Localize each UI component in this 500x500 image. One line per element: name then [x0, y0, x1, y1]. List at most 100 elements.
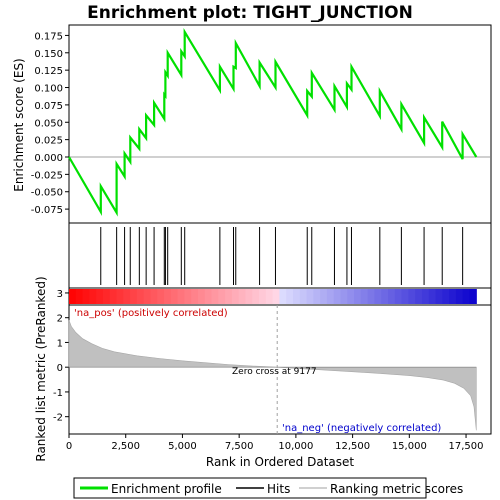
colorbar-segment — [354, 289, 362, 304]
x-tick-label: 2,500 — [111, 441, 140, 452]
colorbar-segment — [143, 289, 152, 304]
x-tick-label: 0 — [66, 441, 72, 452]
colorbar-segment — [286, 289, 294, 304]
colorbar-segment — [164, 289, 172, 304]
colorbar-segment — [421, 289, 430, 304]
metric-y-tick-label: 3 — [57, 289, 63, 300]
es-y-axis-label: Enrichment score (ES) — [12, 58, 26, 191]
x-tick-label: 12,500 — [335, 441, 370, 452]
colorbar-segment — [320, 289, 328, 304]
colorbar-segment — [340, 289, 348, 304]
colorbar-segment — [381, 289, 389, 304]
colorbar-segment — [259, 289, 267, 304]
es-y-tick-label: 0.075 — [34, 101, 63, 112]
hits-layer — [100, 227, 464, 285]
colorbar-segment — [75, 289, 84, 304]
colorbar-segment — [225, 289, 233, 304]
colorbar-segment — [347, 289, 355, 304]
colorbar-segment — [279, 289, 287, 304]
colorbar-segment — [374, 289, 382, 304]
es-layer: -0.075 -0.050 -0.025 0.000 0.025 0.050 0.075 0.… — [31, 27, 491, 217]
colorbar-segment — [123, 289, 131, 304]
colorbar-segment — [313, 289, 321, 304]
colorbar-segment — [306, 289, 314, 304]
x-tick-label: 5,000 — [168, 441, 197, 452]
colorbar-segment — [69, 289, 77, 304]
colorbar-segment — [102, 289, 111, 304]
metric-y-tick-label: 1 — [57, 338, 63, 349]
colorbar-layer — [69, 289, 477, 304]
colorbar-segment — [82, 289, 90, 304]
metric-y-tick-label: -1 — [53, 388, 63, 399]
metric-layer: -2 -1 0 1 2 3 — [53, 289, 477, 434]
colorbar-segment — [252, 289, 260, 304]
es-y-tick-label: 0.000 — [34, 153, 63, 164]
colorbar-segment — [449, 289, 457, 304]
colorbar-segment — [333, 289, 342, 304]
colorbar-segment — [136, 289, 145, 304]
colorbar-segment — [272, 289, 281, 304]
metric-y-tick-label: -2 — [53, 413, 63, 424]
hits-panel-frame — [68, 222, 492, 289]
metric-y-tick-label: 2 — [57, 314, 63, 325]
colorbar-segment — [360, 289, 369, 304]
colorbar-segment — [299, 289, 308, 304]
enrichment-profile-line — [68, 27, 478, 217]
colorbar-segment — [394, 289, 403, 304]
colorbar-segment — [157, 289, 165, 304]
colorbar-segment — [191, 289, 199, 304]
pos-correlated-label: 'na_pos' (positively correlated) — [74, 308, 228, 319]
colorbar-segment — [388, 289, 396, 304]
colorbar-segment — [326, 289, 335, 304]
neg-correlated-label: 'na_neg' (negatively correlated) — [282, 423, 441, 434]
ranking-metric-area — [68, 320, 477, 431]
colorbar-segment — [170, 289, 179, 304]
colorbar-segment — [204, 289, 213, 304]
colorbar-segment — [231, 289, 240, 304]
x-axis: 0 2,500 5,000 7,500 10,000 12,500 15,000 17,500 — [66, 434, 484, 452]
colorbar-segment — [211, 289, 219, 304]
legend-label-hits: Hits — [267, 482, 290, 496]
zero-cross-label: Zero cross at 9177 — [232, 367, 317, 377]
colorbar-segment — [462, 289, 471, 304]
colorbar-segment — [197, 289, 206, 304]
colorbar-segment — [415, 289, 423, 304]
es-y-tick-label: 0.050 — [34, 118, 63, 129]
colorbar-segment — [96, 289, 104, 304]
legend: Enrichment profile Hits Ranking metric s… — [73, 477, 463, 499]
colorbar-segment — [218, 289, 226, 304]
colorbar-segment — [89, 289, 97, 304]
es-y-tick-label: -0.075 — [31, 205, 63, 216]
es-y-tick-label: -0.050 — [31, 188, 63, 199]
x-tick-label: 15,000 — [392, 441, 427, 452]
colorbar-segment — [292, 289, 301, 304]
es-y-tick-label: 0.025 — [34, 136, 63, 147]
legend-label-ranking: Ranking metric scores — [330, 482, 463, 496]
x-tick-label: 7,500 — [225, 441, 254, 452]
colorbar-segment — [238, 289, 247, 304]
x-tick-label: 17,500 — [449, 441, 484, 452]
colorbar-segment — [177, 289, 185, 304]
colorbar-segment — [245, 289, 253, 304]
chart-title: Enrichment plot: TIGHT_JUNCTION — [87, 3, 413, 23]
colorbar-segment — [184, 289, 192, 304]
metric-y-tick-label: 0 — [57, 363, 63, 374]
colorbar-segment — [469, 289, 477, 304]
colorbar-segment — [442, 289, 450, 304]
x-tick-label: 10,000 — [278, 441, 313, 452]
es-y-tick-label: 0.175 — [34, 31, 63, 42]
colorbar-segment — [401, 289, 409, 304]
colorbar-segment — [150, 289, 158, 304]
colorbar-segment — [428, 289, 437, 304]
colorbar-segment — [130, 289, 138, 304]
colorbar-segment — [109, 289, 118, 304]
colorbar-segment — [408, 289, 416, 304]
colorbar-segment — [367, 289, 376, 304]
colorbar-segment — [265, 289, 274, 304]
es-y-tick-label: 0.125 — [34, 66, 63, 77]
metric-y-axis-label: Ranked list metric (PreRanked) — [34, 276, 48, 461]
legend-label-enrichment: Enrichment profile — [111, 482, 222, 496]
es-y-tick-label: 0.100 — [34, 84, 63, 95]
es-y-tick-label: -0.025 — [31, 170, 63, 181]
